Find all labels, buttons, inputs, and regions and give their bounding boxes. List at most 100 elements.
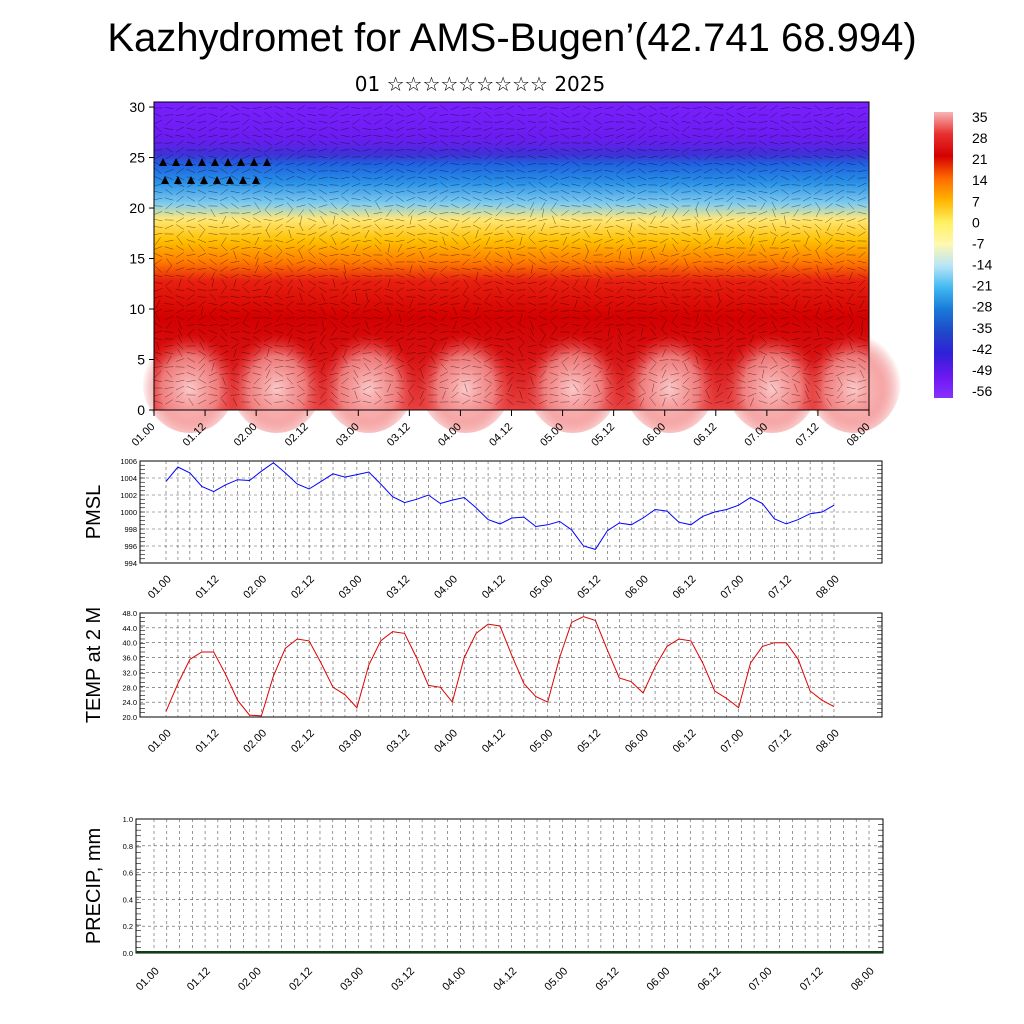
wind-barb-marker <box>224 158 232 166</box>
y-tick-label: 1002 <box>120 491 137 500</box>
x-tick-label: 04.12 <box>480 727 508 755</box>
grid <box>136 819 883 953</box>
colorbar-label: -42 <box>972 341 992 357</box>
x-tick-label: 08.00 <box>849 965 877 993</box>
y-tick-label: 0.8 <box>123 842 133 851</box>
wind-barb-marker <box>159 158 167 166</box>
wind-barb-marker <box>213 176 221 184</box>
x-tick-label: 03.12 <box>389 965 417 993</box>
y-tick-label: 44.0 <box>122 624 137 633</box>
x-tick-label: 06.00 <box>623 727 651 755</box>
colorbar-label: 35 <box>972 109 988 125</box>
colorbar-label: -14 <box>972 257 992 273</box>
x-tick-label: 01.12 <box>194 573 222 601</box>
x-tick-label: 07.12 <box>794 421 822 449</box>
x-tick-label: 01.12 <box>185 965 213 993</box>
x-tick-label: 01.00 <box>130 421 158 449</box>
y-tick-label: 1.0 <box>123 815 133 824</box>
x-tick-label: 01.12 <box>194 727 222 755</box>
x-tick-label: 03.00 <box>337 573 365 601</box>
wind-barb-marker <box>187 176 195 184</box>
x-tick-label: 05.00 <box>542 965 570 993</box>
wind-barb-marker <box>211 158 219 166</box>
wind-barb-marker <box>198 158 206 166</box>
x-tick-label: 05.00 <box>528 573 556 601</box>
x-tick-label: 07.12 <box>766 573 794 601</box>
warm-surface-blob <box>621 323 718 433</box>
pmsl-panel: 994 996 998 1000 1002 1004 1006 01.00 01.12 02.00… <box>83 457 883 601</box>
colorbar-label: 28 <box>972 130 988 146</box>
precip-panel: 0.0 0.2 0.4 0.6 0.8 1.0 01.00 01.12 02.00 02.12 03… <box>83 815 884 993</box>
colorbar-label: -49 <box>972 362 992 378</box>
y-tick-label: 996 <box>124 542 137 551</box>
warm-surface-blob <box>723 323 820 433</box>
page-subtitle: 01 ☆☆☆☆☆☆☆☆☆ 2025 <box>354 72 606 96</box>
y-axis-title: PMSL <box>83 485 105 539</box>
y-axis-title: PRECIP, mm <box>83 828 105 944</box>
grid <box>140 461 882 563</box>
x-tick-label: 01.00 <box>146 727 174 755</box>
y-tick-label: 15 <box>129 251 145 267</box>
y-tick-label: 40.0 <box>122 639 137 648</box>
warm-surface-blob <box>524 323 621 433</box>
grid <box>140 613 882 717</box>
y-tick-label: 28.0 <box>122 683 137 692</box>
x-tick-label: 03.12 <box>384 727 412 755</box>
wind-barb-marker <box>237 158 245 166</box>
x-tick-label: 08.00 <box>814 727 842 755</box>
wind-barb-marker <box>174 176 182 184</box>
y-tick-label: 0.0 <box>123 949 133 958</box>
y-tick-label: 10 <box>129 301 145 317</box>
x-tick-label: 06.12 <box>671 573 699 601</box>
colorbar: 35 28 21 14 7 0 -7 -14 -21 -28 -35 -42 -49 -56 <box>934 109 992 399</box>
x-tick-label: 03.00 <box>337 727 365 755</box>
panel-frame <box>139 612 883 718</box>
wind-barb-marker <box>263 158 271 166</box>
warm-surface-blob <box>320 323 417 433</box>
x-tick-label: 05.12 <box>575 727 603 755</box>
x-tick-label: 07.12 <box>766 727 794 755</box>
x-tick-label: 02.00 <box>241 727 269 755</box>
x-tick-label: 05.12 <box>575 573 603 601</box>
y-tick-label: 0 <box>137 402 145 418</box>
wind-barb-marker <box>172 158 180 166</box>
y-tick-label: 998 <box>124 525 137 534</box>
x-tick-label: 06.00 <box>623 573 651 601</box>
y-tick-label: 32.0 <box>122 668 137 677</box>
wind-barb-marker <box>250 158 258 166</box>
warm-surface-blob <box>141 323 238 433</box>
x-tick-label: 06.12 <box>696 965 724 993</box>
x-tick-label: 06.12 <box>691 421 719 449</box>
colorbar-bar <box>934 112 953 398</box>
colorbar-label: -35 <box>972 320 992 336</box>
colorbar-label: -56 <box>972 383 992 399</box>
x-tick-label: 04.00 <box>440 965 468 993</box>
y-tick-label: 994 <box>124 559 137 568</box>
x-tick-label: 02.12 <box>287 965 315 993</box>
y-tick-label: 5 <box>137 352 145 368</box>
x-tick-label: 02.12 <box>289 573 317 601</box>
colorbar-label: 0 <box>972 214 980 230</box>
x-tick-label: 07.00 <box>718 727 746 755</box>
x-tick-label: 07.00 <box>747 965 775 993</box>
x-tick-label: 01.00 <box>134 965 162 993</box>
wind-barb-marker <box>185 158 193 166</box>
y-tick-label: 0.2 <box>123 922 133 931</box>
wind-barb-marker <box>200 176 208 184</box>
y-tick-label: 20 <box>129 200 145 216</box>
wind-barb-marker <box>226 176 234 184</box>
x-tick-label: 04.12 <box>487 421 515 449</box>
x-tick-label: 03.00 <box>338 965 366 993</box>
y-tick-label: 1000 <box>120 508 137 517</box>
warm-surface-blob <box>805 323 902 433</box>
colorbar-label: 21 <box>972 151 988 167</box>
y-tick-label: 30 <box>129 99 145 115</box>
x-tick-label: 01.00 <box>146 573 174 601</box>
x-tick-label: 06.00 <box>645 965 673 993</box>
wind-barb-marker <box>239 176 247 184</box>
y-tick-label: 25 <box>129 150 145 166</box>
x-tick-label: 04.12 <box>491 965 519 993</box>
